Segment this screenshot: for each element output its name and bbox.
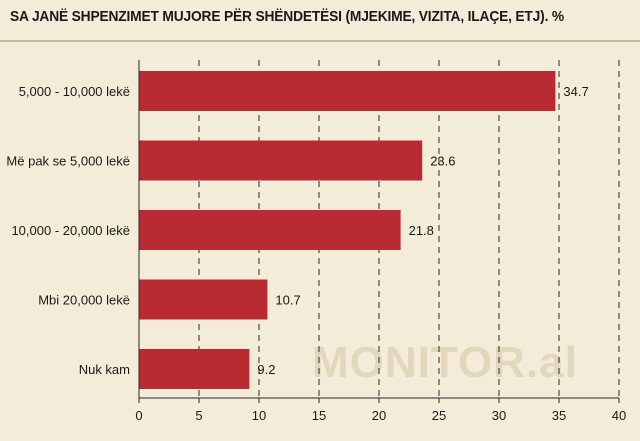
category-label: 5,000 - 10,000 lekë [19, 84, 130, 99]
value-label: 23.6 [430, 154, 455, 169]
x-tick-label: 40 [612, 408, 626, 423]
value-label: 21.8 [409, 223, 434, 238]
title-divider [0, 40, 640, 42]
x-axis: 0 5 10 15 20 25 30 35 40 [135, 60, 626, 423]
category-label: Nuk kam [79, 362, 130, 377]
value-label: 10.7 [275, 293, 300, 308]
x-tick-label: 30 [492, 408, 506, 423]
category-label: Mbi 20,000 lekë [38, 293, 130, 308]
category-label: Më pak se 5,000 lekë [6, 154, 130, 169]
bar [139, 279, 268, 320]
watermark: MONITOR.al [312, 338, 578, 387]
bar [139, 71, 556, 111]
category-label: 10,000 - 20,000 lekë [11, 223, 130, 238]
value-label: 34.7 [563, 84, 588, 99]
x-tick-label: 5 [195, 408, 202, 423]
x-tick-label: 10 [252, 408, 266, 423]
chart-title: SA JANË SHPENZIMET MUJORE PËR SHËNDETËSI… [10, 8, 564, 25]
x-tick-label: 25 [432, 408, 446, 423]
bars [139, 71, 556, 389]
bar [139, 349, 250, 389]
bar [139, 140, 423, 181]
x-tick-label: 20 [372, 408, 386, 423]
x-tick-label: 0 [135, 408, 142, 423]
category-labels: 5,000 - 10,000 lekë Më pak se 5,000 lekë 1… [6, 84, 130, 377]
value-label: 9.2 [257, 362, 275, 377]
bar [139, 210, 401, 250]
x-tick-label: 35 [552, 408, 566, 423]
value-labels: 34.7 23.6 21.8 10.7 9.2 [257, 84, 588, 377]
x-tick-label: 15 [312, 408, 326, 423]
title-bar [0, 0, 640, 40]
